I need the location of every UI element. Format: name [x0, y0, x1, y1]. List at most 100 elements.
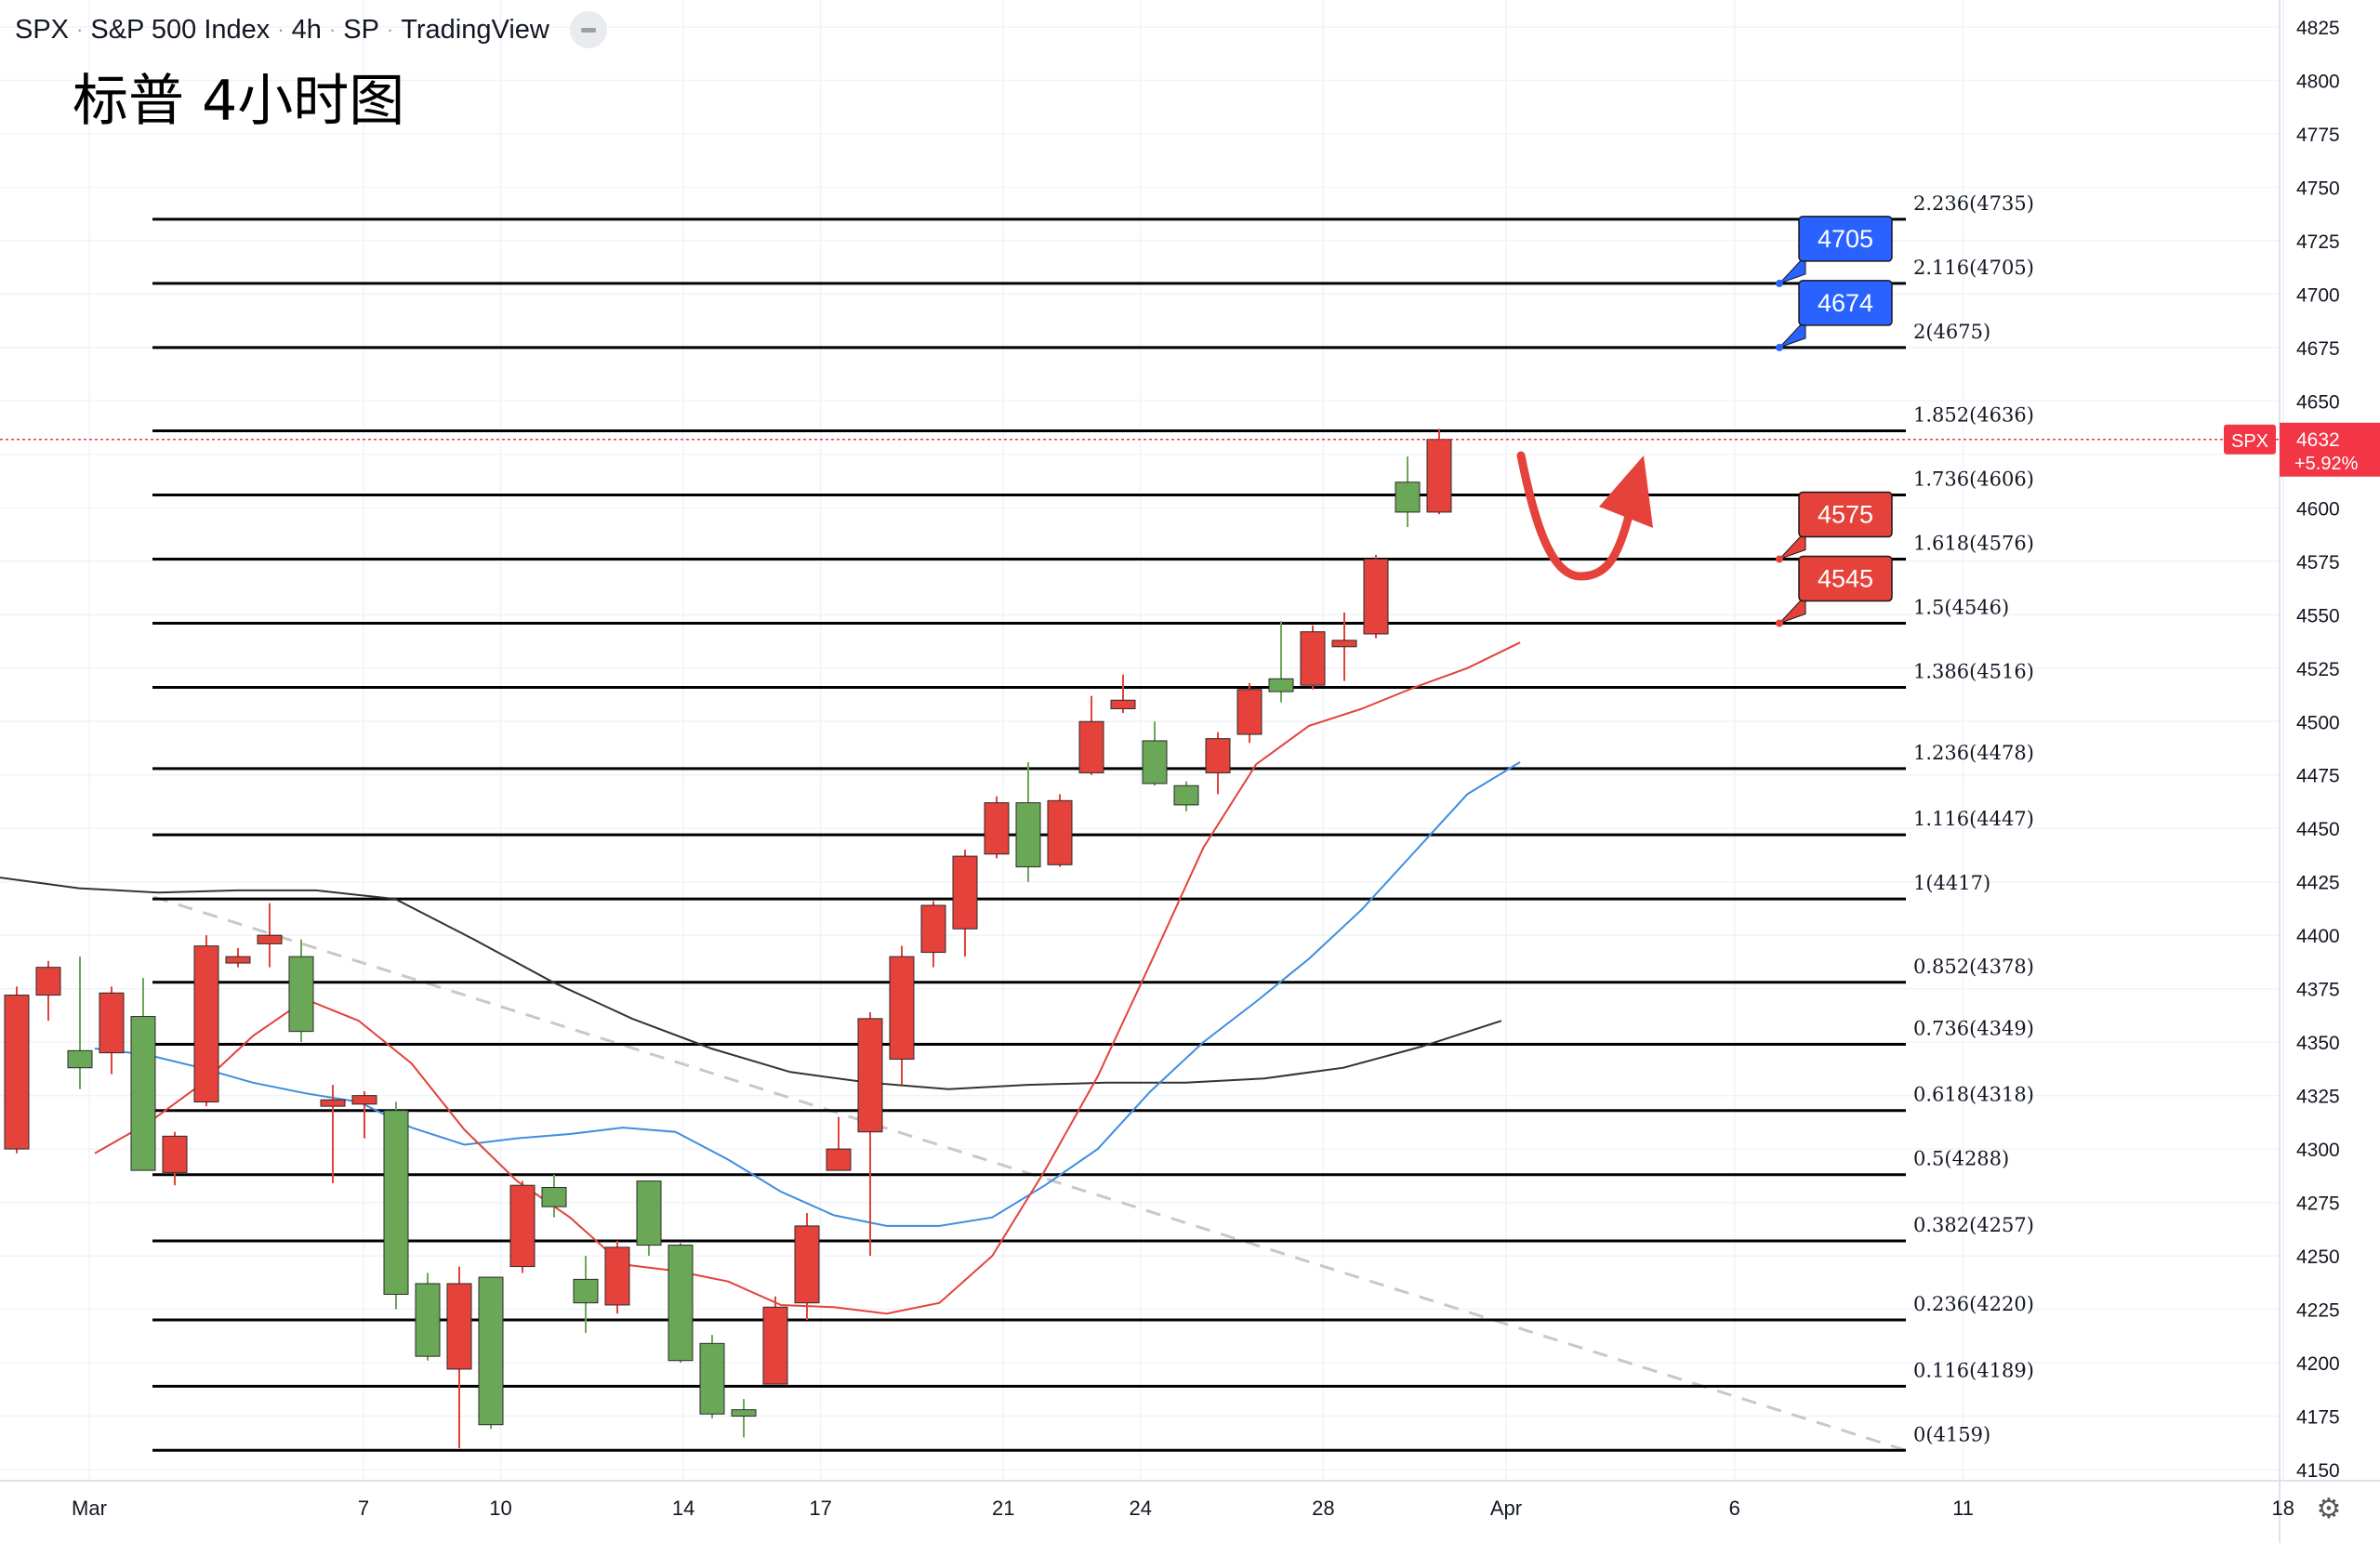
- candle-down[interactable]: [1363, 559, 1389, 635]
- price-tick-label: 4825: [2296, 18, 2340, 39]
- candle-down[interactable]: [1205, 738, 1231, 773]
- candle-up[interactable]: [415, 1283, 441, 1357]
- time-tick-label: 10: [489, 1497, 511, 1520]
- candle-up[interactable]: [1268, 678, 1294, 692]
- settings-gear-icon[interactable]: ⚙: [2317, 1493, 2342, 1525]
- candle-up[interactable]: [130, 1016, 156, 1171]
- chart-header: SPX · S&P 500 Index · 4h · SP · TradingV…: [15, 9, 607, 50]
- interval-label[interactable]: 4h: [291, 14, 322, 45]
- candle-up[interactable]: [67, 1049, 93, 1069]
- candle-down[interactable]: [1110, 699, 1136, 709]
- forecast-arrow-head: [1599, 455, 1653, 528]
- candle-up[interactable]: [288, 956, 314, 1033]
- candle-down[interactable]: [225, 956, 251, 964]
- candle-down[interactable]: [1300, 631, 1326, 686]
- candle-down[interactable]: [826, 1148, 852, 1171]
- price-tick-label: 4525: [2296, 659, 2340, 680]
- candle-down[interactable]: [920, 904, 946, 954]
- price-tick-label: 4725: [2296, 231, 2340, 253]
- price-tick-label: 4550: [2296, 605, 2340, 626]
- price-tick-label: 4675: [2296, 338, 2340, 360]
- candle-down[interactable]: [162, 1135, 188, 1173]
- price-tick-label: 4150: [2296, 1460, 2340, 1482]
- candle-up[interactable]: [1142, 740, 1168, 785]
- price-tick-label: 4750: [2296, 178, 2340, 199]
- price-tick-label: 4400: [2296, 926, 2340, 947]
- candle-up[interactable]: [1015, 802, 1041, 868]
- candle-down[interactable]: [889, 956, 915, 1061]
- candle-down[interactable]: [1078, 720, 1104, 773]
- candle-down[interactable]: [4, 995, 30, 1150]
- price-tick-label: 4775: [2296, 125, 2340, 146]
- fib-level-label: 0.236(4220): [1913, 1293, 2034, 1315]
- target-label-anchor: [1776, 279, 1783, 287]
- symbol-name: S&P 500 Index: [90, 14, 271, 45]
- time-tick-label: 18: [2271, 1497, 2294, 1520]
- target-label-text: 4575: [1818, 501, 1873, 529]
- time-tick-label: 28: [1312, 1497, 1334, 1520]
- candle-up[interactable]: [699, 1342, 725, 1415]
- candle-down[interactable]: [35, 967, 61, 996]
- fib-level-label: 1.852(4636): [1913, 404, 2034, 427]
- candle-up[interactable]: [478, 1276, 504, 1426]
- price-tick-label: 4600: [2296, 498, 2340, 520]
- symbol-ticker[interactable]: SPX: [15, 14, 70, 45]
- price-tick-label: 4175: [2296, 1407, 2340, 1429]
- fib-level-label: 2.236(4735): [1913, 192, 2034, 215]
- price-tick-label: 4350: [2296, 1033, 2340, 1054]
- fib-level-label: 0.736(4349): [1913, 1017, 2034, 1039]
- candle-down[interactable]: [952, 855, 978, 930]
- candle-up[interactable]: [668, 1245, 694, 1362]
- candle-down[interactable]: [1426, 439, 1452, 513]
- candle-down[interactable]: [193, 945, 219, 1103]
- candle-up[interactable]: [1173, 785, 1199, 806]
- candle-down[interactable]: [1331, 640, 1357, 648]
- candle-up[interactable]: [573, 1278, 599, 1304]
- target-label-box[interactable]: [1798, 280, 1893, 326]
- price-tag-value: 4632: [2296, 429, 2340, 451]
- fib-level-label: 0.382(4257): [1913, 1214, 2034, 1236]
- price-tag-change: +5.92%: [2294, 454, 2359, 474]
- price-tick-label: 4300: [2296, 1140, 2340, 1161]
- candle-up[interactable]: [731, 1409, 757, 1418]
- candle-down[interactable]: [857, 1018, 883, 1133]
- time-tick-label: 14: [672, 1497, 694, 1520]
- price-tick-label: 4200: [2296, 1353, 2340, 1375]
- price-tick-label: 4475: [2296, 766, 2340, 787]
- fib-level-label: 0.5(4288): [1913, 1148, 2009, 1170]
- candle-down[interactable]: [99, 992, 125, 1054]
- time-tick-label: 17: [809, 1497, 831, 1520]
- target-label-box[interactable]: [1798, 216, 1893, 262]
- target-label-box[interactable]: [1798, 491, 1893, 538]
- candle-up[interactable]: [541, 1186, 567, 1207]
- candle-down[interactable]: [794, 1225, 820, 1304]
- forecast-arrow-path: [1516, 451, 1633, 581]
- candle-down[interactable]: [1236, 689, 1263, 735]
- fib-level-label: 1(4417): [1913, 872, 1990, 894]
- candle-down[interactable]: [351, 1095, 377, 1105]
- collapse-legend-icon[interactable]: [569, 11, 607, 48]
- price-tick-label: 4225: [2296, 1300, 2340, 1322]
- candle-down[interactable]: [446, 1283, 472, 1370]
- fib-level-label: 1.116(4447): [1913, 808, 2034, 830]
- candle-up[interactable]: [1395, 481, 1421, 513]
- candle-down[interactable]: [509, 1184, 536, 1268]
- candle-down[interactable]: [762, 1306, 788, 1385]
- candle-up[interactable]: [636, 1180, 662, 1246]
- fib-level-label: 0.852(4378): [1913, 956, 2034, 978]
- candle-down[interactable]: [257, 934, 283, 944]
- candle-down[interactable]: [1047, 799, 1073, 865]
- price-tick-label: 4575: [2296, 552, 2340, 574]
- candle-down[interactable]: [984, 802, 1010, 855]
- price-tick-label: 4425: [2296, 873, 2340, 894]
- candle-up[interactable]: [383, 1110, 409, 1295]
- target-label-text: 4545: [1818, 564, 1873, 592]
- price-tick-label: 4275: [2296, 1194, 2340, 1215]
- time-tick-label: 7: [358, 1497, 369, 1520]
- target-label-box[interactable]: [1798, 555, 1893, 602]
- time-tick-label: 21: [992, 1497, 1014, 1520]
- candle-down[interactable]: [604, 1246, 630, 1306]
- ma-slow-line: [0, 877, 1502, 1090]
- candle-down[interactable]: [320, 1099, 346, 1107]
